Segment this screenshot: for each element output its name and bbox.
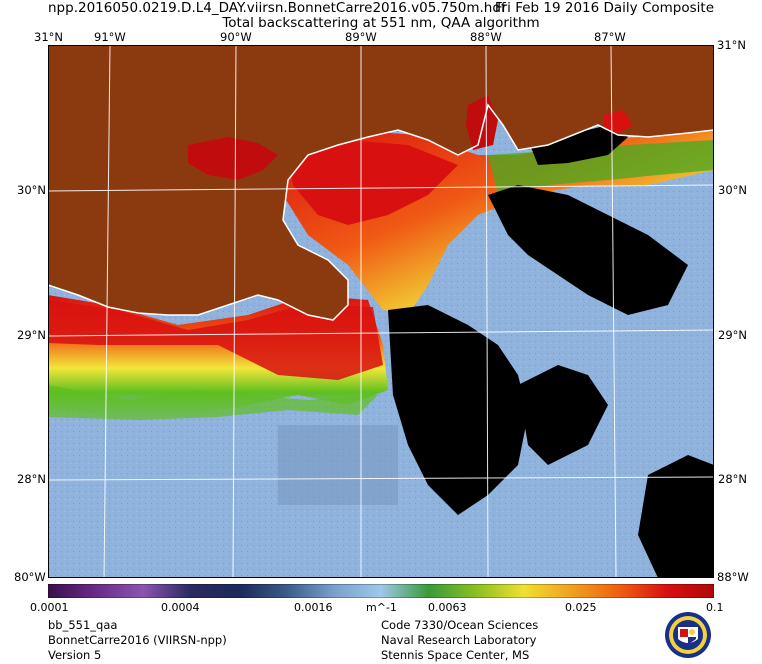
lon-label-top: 90°W: [220, 30, 252, 44]
turbid-core-east: [288, 140, 458, 225]
lat-label-left: 30°N: [17, 183, 46, 197]
no-data-region: [638, 455, 714, 578]
product-subtitle: Total backscattering at 551 nm, QAA algo…: [222, 15, 540, 31]
lat-label-right: 29°N: [718, 328, 747, 342]
colorbar-gradient: [48, 584, 714, 598]
corner-label-top-left: 31°N: [34, 30, 63, 44]
land-mass: [48, 45, 714, 320]
colorbar-units: m^-1: [366, 601, 397, 614]
lon-label-top: 91°W: [94, 30, 126, 44]
colorbar: [48, 584, 714, 598]
composite-date: Fri Feb 19 2016 Daily Composite: [494, 0, 714, 16]
no-data-region: [388, 305, 528, 515]
org-name: Naval Research Laboratory: [381, 633, 537, 647]
turbid-core-west: [48, 300, 383, 380]
product-version: Version 5: [48, 648, 102, 662]
lat-label-right: 28°N: [718, 472, 747, 486]
colorbar-label: 0.1: [706, 601, 724, 614]
org-code: Code 7330/Ocean Sciences: [381, 618, 539, 632]
colorbar-label: 0.0004: [161, 601, 200, 614]
product-region: BonnetCarre2016 (VIIRSN-npp): [48, 633, 227, 647]
corner-label-top-right: 31°N: [717, 38, 746, 52]
corner-label-bottom-left: 80°W: [14, 570, 46, 584]
lon-label-top: 88°W: [470, 30, 502, 44]
lat-label-left: 28°N: [17, 472, 46, 486]
colorbar-label: 0.0001: [30, 601, 69, 614]
lake-pontchartrain: [188, 137, 278, 180]
lon-label-top: 87°W: [594, 30, 626, 44]
colorbar-label: 0.0063: [428, 601, 467, 614]
no-data-region: [488, 185, 688, 315]
no-data-region: [518, 365, 608, 465]
coastline: [48, 103, 714, 321]
no-data-region: [528, 125, 628, 165]
inland-water: [603, 110, 633, 133]
nrl-seal-logo: [665, 612, 711, 658]
lat-label-left: 29°N: [17, 328, 46, 342]
plume-green-edge: [48, 385, 378, 420]
lat-label-right: 30°N: [718, 183, 747, 197]
product-filename: npp.2016050.0219.D.L4_DAY.viirsn.BonnetC…: [48, 0, 506, 16]
product-variable: bb_551_qaa: [48, 618, 118, 632]
colorbar-label: 0.0016: [294, 601, 333, 614]
water-dark-patch: [278, 425, 398, 505]
satellite-map[interactable]: [48, 45, 714, 578]
colorbar-label: 0.025: [565, 601, 597, 614]
org-location: Stennis Space Center, MS: [381, 648, 530, 662]
lon-label-top: 89°W: [345, 30, 377, 44]
corner-label-bottom-right: 88°W: [717, 570, 749, 584]
graticule: [48, 45, 714, 578]
